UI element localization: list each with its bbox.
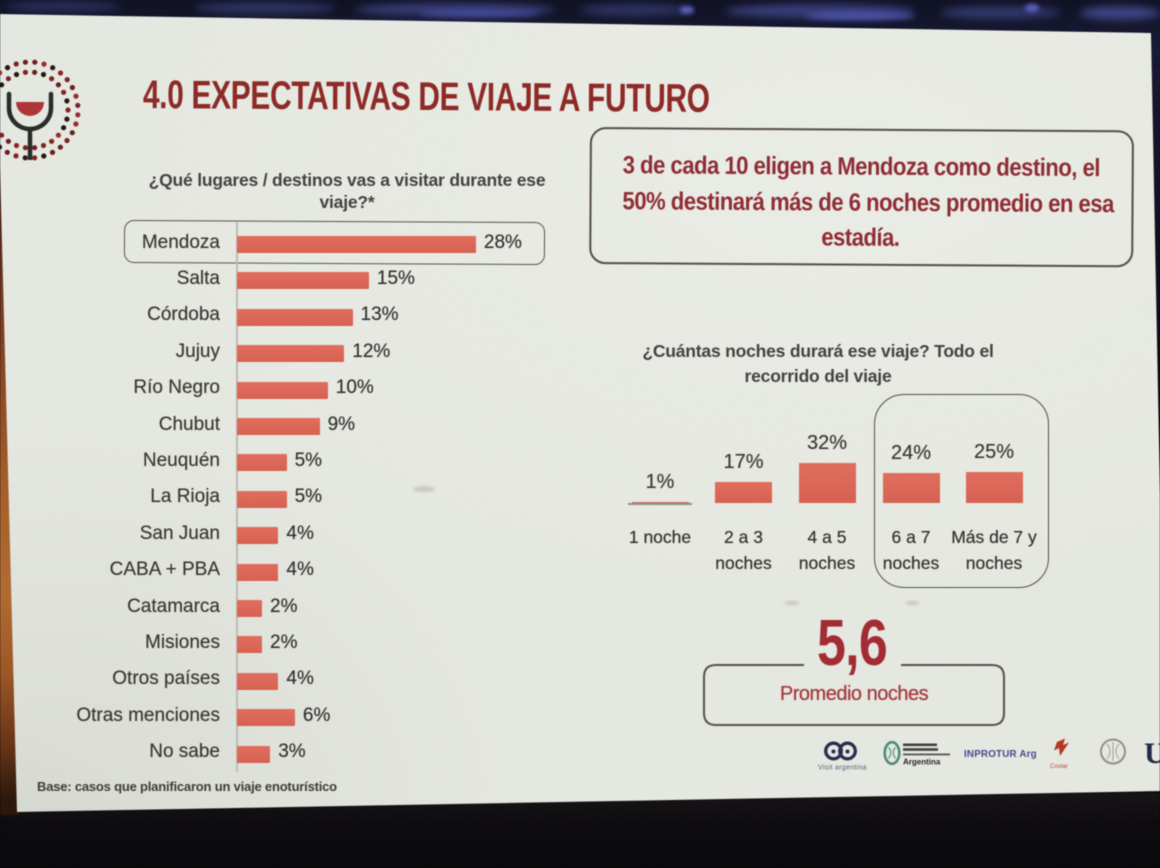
svg-text:Argentina: Argentina xyxy=(903,758,941,767)
svg-text:Coviar: Coviar xyxy=(1050,763,1068,770)
svg-text:INPROTUR Arg: INPROTUR Arg xyxy=(964,749,1037,760)
svg-text:Visit argentina: Visit argentina xyxy=(818,765,867,772)
svg-text:U: U xyxy=(1144,737,1160,770)
